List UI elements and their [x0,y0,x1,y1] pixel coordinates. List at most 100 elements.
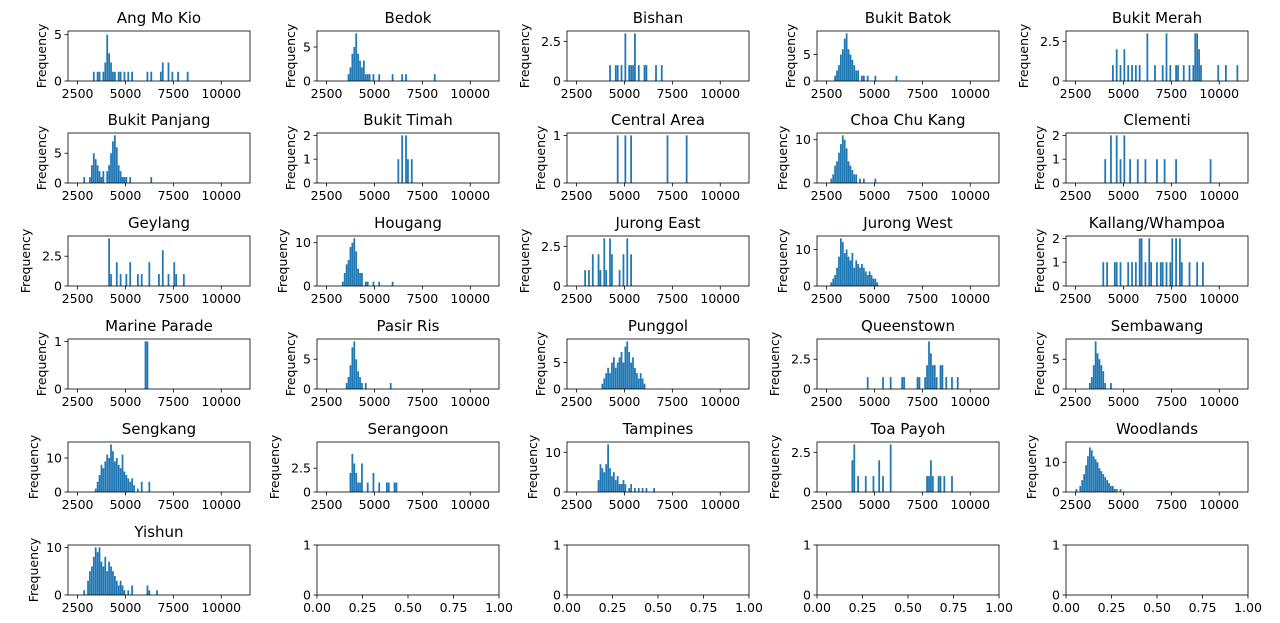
subplot-choa-chu-kang: 2500 5000 7500 10000 0 10 Choa Chu Kang Frequen… [775,111,1000,203]
axes-frame [566,30,750,82]
histogram-bar [853,267,856,286]
x-tick-label: 5000 [359,497,391,512]
histogram-bar [616,476,619,492]
histogram-bar [614,367,617,389]
histogram-bar [106,171,109,183]
histogram-bar [1115,49,1118,81]
x-tick-label: 10000 [700,188,740,203]
histogram-bar [622,254,625,286]
histogram-bar [930,460,932,492]
x-tick-label: 2500 [62,497,94,512]
histogram-bar [832,174,835,183]
histogram-bar [1119,262,1122,286]
y-tick-label: 5 [803,47,811,62]
x-tick-label: 10000 [450,291,490,306]
histogram-bar [1100,471,1103,492]
y-axis-label: Frequency [34,125,49,190]
x-tick-label: 1.00 [985,600,1013,615]
histogram-bar [624,135,627,183]
histogram-bar [1150,262,1153,286]
histogram-bar [872,278,875,286]
histogram-bar [1110,135,1112,183]
histogram-bar [357,371,359,389]
histogram-bar [612,357,615,389]
histogram-bar [603,238,606,286]
x-tick-label: 0.75 [440,600,468,615]
histogram-bar [359,377,361,389]
histogram-bar [928,476,930,492]
axes-frame [816,338,1000,390]
histogram-bar [389,383,392,389]
histogram-bar [851,170,854,183]
histogram-bar [112,571,114,595]
x-tick-label: 7500 [157,291,189,306]
histogram-bar [96,71,99,81]
histogram-bar [1094,459,1097,492]
x-tick-label: 10000 [201,600,241,615]
histogram-bar [391,74,394,81]
histogram-bar [119,580,122,595]
histogram-bar [378,482,381,492]
y-axis-label: Frequency [525,434,540,499]
histogram-bar [96,552,99,595]
histogram-bar [861,75,863,81]
x-tick-label: 7500 [656,497,688,512]
histogram-bar [156,590,158,595]
histogram-bar [1131,262,1133,286]
histogram-bar [1188,65,1191,81]
axes-frame [816,132,1000,184]
histogram-bar [90,566,93,595]
histogram-bar [410,159,413,183]
histogram-bar [385,482,388,492]
y-axis-label: Frequency [283,125,298,190]
histogram-bar [1156,159,1158,183]
axes-frame [67,338,251,390]
histogram-bar [616,362,619,389]
histogram-bar [112,141,114,183]
histogram-bar [177,71,179,81]
histogram-bar [874,178,877,183]
y-tick-label: 2.5 [42,249,62,264]
histogram-bar [618,270,621,286]
histogram-bar [1154,65,1156,81]
x-tick-label: 0.50 [644,600,672,615]
y-tick-label: 0 [553,176,561,191]
x-tick-label: 0.50 [394,600,422,615]
histogram-bar [861,264,863,286]
histogram-bar [92,556,95,595]
histogram-bar [357,53,359,81]
x-tick-label: 2500 [561,188,593,203]
histogram-bar [355,251,358,286]
x-tick-label: 7500 [157,86,189,101]
histogram-bar [870,275,873,286]
histogram-bar [146,341,149,389]
histogram-bar [407,159,409,183]
axes-frame [1065,30,1249,82]
histogram-bar [131,585,133,595]
histogram-bar [119,468,122,492]
x-tick-label: 5000 [110,188,142,203]
histogram-bar [364,74,367,81]
x-tick-label: 7500 [406,188,438,203]
histogram-bar [372,74,375,81]
histogram-bar [121,585,124,595]
axes-frame [816,544,1000,596]
y-tick-label: 0 [803,176,811,191]
x-tick-label: 5000 [359,188,391,203]
subplot-bedok: 2500 5000 7500 10000 0 5 Bedok Frequency [283,9,500,101]
histogram-bar [605,464,608,492]
histogram-bar [1102,474,1105,492]
y-tick-label: 0 [54,74,62,89]
y-tick-label: 2 [303,128,311,143]
histogram-bar [901,377,904,389]
histogram-bar [361,67,363,81]
histogram-bar [1136,159,1139,183]
histogram-bar [597,254,600,286]
histogram-bar [146,71,149,81]
histogram-bar [1171,238,1174,286]
histogram-bar [361,273,363,286]
x-tick-label: 5000 [609,394,641,409]
histogram-bar [838,152,840,183]
y-axis-label: Frequency [34,23,49,88]
